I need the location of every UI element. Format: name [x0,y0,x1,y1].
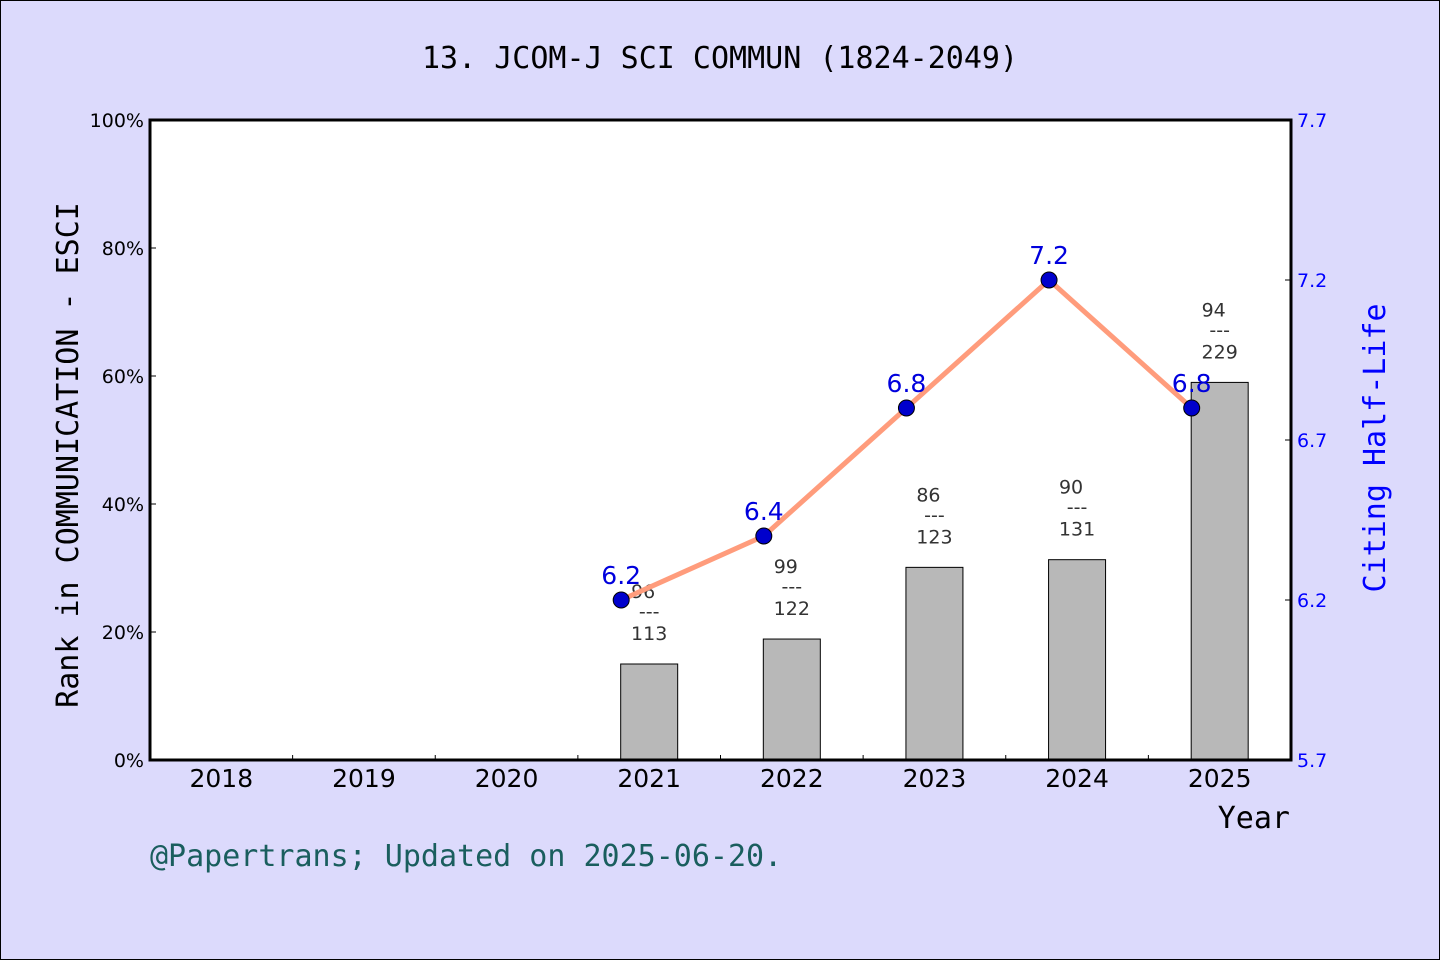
line-value-label: 7.2 [1029,241,1069,270]
bar-total-label: 122 [774,598,810,620]
x-tick-label: 2019 [332,764,396,793]
line-marker [612,591,630,609]
bar-rank-label: 90 [1059,477,1083,499]
y2-tick-label: 6.2 [1297,590,1327,612]
y2-tick-label: 7.7 [1297,110,1327,132]
x-tick-label: 2023 [903,764,967,793]
bar-label: 99---122 [774,556,810,620]
chart-title: 13. JCOM-J SCI COMMUN (1824-2049) [422,41,1018,76]
x-tick-label: 2022 [760,764,824,793]
line-value-label: 6.2 [601,561,641,590]
bar-label: 94---229 [1202,299,1238,363]
bar-rank-label: 94 [1202,299,1226,321]
bar-separator: --- [782,576,803,598]
y-tick-label: 80% [102,238,144,260]
line-value-label: 6.8 [1172,369,1212,398]
line-value-label: 6.8 [887,369,927,398]
bar-separator: --- [1067,497,1088,519]
bar-label: 86---123 [916,484,952,548]
bar [1190,381,1249,761]
y-tick-label: 60% [102,366,144,388]
bar-separator: --- [639,601,660,623]
x-tick-label: 2024 [1045,764,1109,793]
y-tick-label: 100% [90,110,144,132]
y2-tick-label: 7.2 [1297,270,1327,292]
plot-area [150,120,1291,760]
x-axis-label: Year [1218,801,1290,836]
bar-total-label: 229 [1202,341,1238,363]
bar-rank-label: 99 [774,556,798,578]
bar [905,566,964,761]
x-tick-label: 2025 [1188,764,1252,793]
bar-label: 90---131 [1059,477,1095,541]
x-tick-label: 2018 [190,764,254,793]
x-tick-label: 2021 [617,764,681,793]
y2-tick-label: 6.7 [1297,430,1327,452]
line-marker [897,399,915,417]
footer-note: @Papertrans; Updated on 2025-06-20. [150,839,782,874]
line-value-label: 6.4 [744,497,784,526]
x-tick-label: 2020 [475,764,539,793]
y-tick-label: 40% [102,494,144,516]
bar-rank-label: 86 [916,484,940,506]
y-tick-label: 0% [114,750,144,772]
bar-separator: --- [924,504,945,526]
bar [620,663,679,761]
y-axis-label: Rank in COMMUNICATION - ESCI [51,202,86,708]
y2-axis-label: Citing Half-Life [1358,304,1393,593]
y-tick-label: 20% [102,622,144,644]
bar [1048,559,1107,761]
line-marker [1183,399,1201,417]
line-marker [755,527,773,545]
bar-total-label: 113 [631,623,667,645]
bar [762,638,821,761]
bar-total-label: 123 [916,526,952,548]
bar-total-label: 131 [1059,519,1095,541]
bar-separator: --- [1209,319,1230,341]
y2-tick-label: 5.7 [1297,750,1327,772]
line-marker [1040,271,1058,289]
